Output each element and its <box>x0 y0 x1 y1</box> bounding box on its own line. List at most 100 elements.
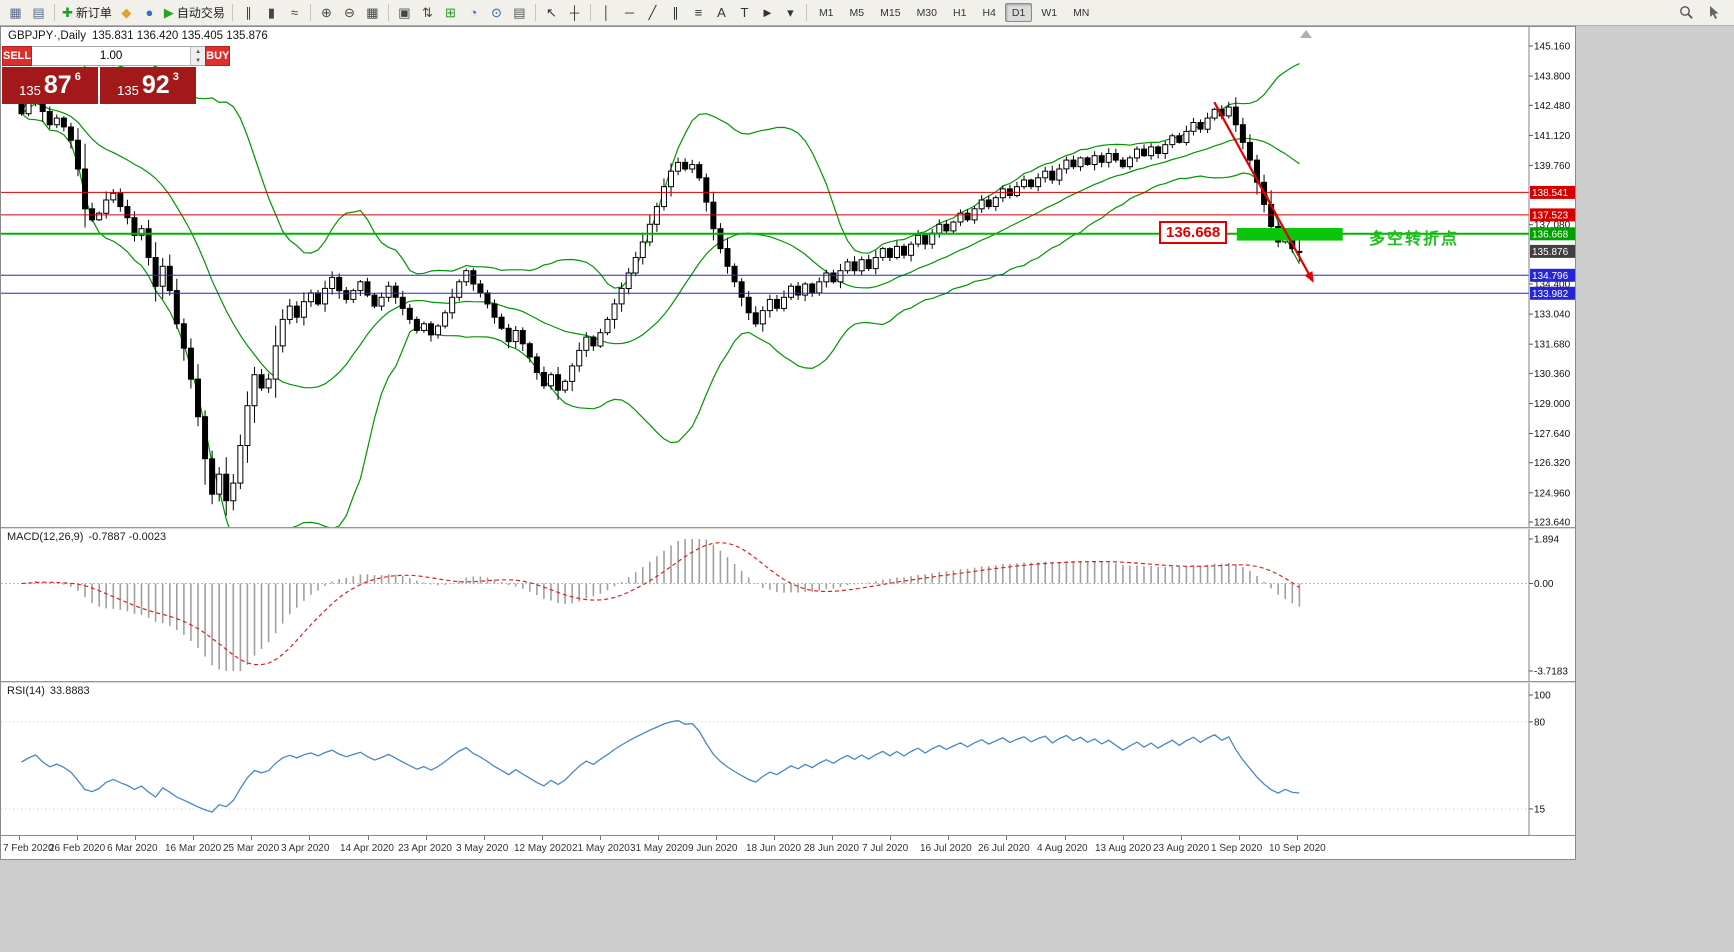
new-order-icon: ✚ <box>62 5 73 20</box>
volume-spin: ▲ ▼ <box>190 47 206 65</box>
text-tool-button[interactable]: A <box>710 2 733 23</box>
pointer-icon[interactable] <box>1702 2 1726 24</box>
sell-price-panel[interactable]: 135 87 6 <box>2 67 98 104</box>
label-tool-icon: T <box>740 5 749 20</box>
pane-resizer-rsi[interactable] <box>1 681 1575 683</box>
time-axis-label: 12 May 2020 <box>514 843 572 854</box>
crosshair-tool-button[interactable]: ┼ <box>563 2 586 23</box>
zone-text-label[interactable]: 多空转折点 <box>1369 231 1460 248</box>
time-axis-label: 7 Feb 2020 <box>3 843 54 854</box>
line-chart-button[interactable]: ≈ <box>283 2 306 23</box>
svg-text:130.360: 130.360 <box>1534 369 1571 380</box>
timeframe-M1[interactable]: M1 <box>812 3 841 22</box>
svg-text:136.668: 136.668 <box>1532 229 1569 240</box>
buy-price-base: 135 <box>117 83 139 98</box>
time-axis-tick <box>1123 836 1124 840</box>
charts-window-button[interactable]: ▦ <box>4 2 27 23</box>
time-axis-tick <box>716 836 717 840</box>
buy-price-panel[interactable]: 135 92 3 <box>100 67 196 104</box>
volume-down-icon[interactable]: ▼ <box>191 56 206 65</box>
chart-window[interactable]: 145.160 143.800 142.480 141.120 139.760 137.0… <box>0 26 1576 860</box>
autotrading-button-label: 自动交易 <box>176 5 225 20</box>
time-axis-tick <box>948 836 949 840</box>
toolbar-separator <box>231 4 233 21</box>
horizontal-line-tool-button[interactable]: ─ <box>618 2 641 23</box>
pane-resizer-macd[interactable] <box>1 527 1575 529</box>
chart-symbol-period: GBPJPY·,Daily <box>8 30 86 42</box>
zoom-out-button[interactable]: ⊖ <box>338 2 361 23</box>
toolbar-separator <box>805 4 807 21</box>
main-chart-canvas[interactable]: 145.160 143.800 142.480 141.120 139.760 137.0… <box>1 27 1575 527</box>
svg-text:145.160: 145.160 <box>1534 42 1571 53</box>
timeframe-W1[interactable]: W1 <box>1034 3 1064 22</box>
time-axis[interactable]: 7 Feb 2020 26 Feb 2020 6 Mar 2020 16 Mar 20… <box>1 835 1575 859</box>
arrange-windows-button[interactable]: ▣ <box>393 2 416 23</box>
tools-dropdown-icon: ▾ <box>787 5 794 20</box>
time-axis-label: 4 Aug 2020 <box>1037 843 1088 854</box>
autotrading-button[interactable]: ▶ 自动交易 <box>161 2 228 23</box>
fibonacci-tool-icon: ≡ <box>694 5 703 20</box>
cursor-tool-button[interactable]: ↖ <box>540 2 563 23</box>
macd-canvas[interactable]: 1.894 0.00 -3.7183 <box>1 529 1575 681</box>
buy-button[interactable]: BUY <box>205 46 231 66</box>
timeframe-H1[interactable]: H1 <box>946 3 973 22</box>
zoom-in-button[interactable]: ⊕ <box>315 2 338 23</box>
vertical-line-tool-button[interactable]: │ <box>595 2 618 23</box>
new-order-button[interactable]: ✚ 新订单 <box>59 2 115 23</box>
timeframe-M5[interactable]: M5 <box>843 3 872 22</box>
svg-text:131.680: 131.680 <box>1534 340 1571 351</box>
sell-price-pip: 6 <box>74 71 81 83</box>
channel-tool-button[interactable]: ∥ <box>664 2 687 23</box>
fibonacci-tool-button[interactable]: ≡ <box>687 2 710 23</box>
timeframe-M15[interactable]: M15 <box>873 3 907 22</box>
metaeditor-icon: ◆ <box>121 5 132 20</box>
profiles-button[interactable]: ▤ <box>27 2 50 23</box>
time-axis-tick <box>542 836 543 840</box>
volume-input[interactable] <box>32 47 191 65</box>
svg-text:-3.7183: -3.7183 <box>1534 667 1568 678</box>
time-axis-tick <box>658 836 659 840</box>
strategy-tester-icon: ● <box>145 5 154 20</box>
channel-tool-icon: ∥ <box>672 5 679 20</box>
metaeditor-button[interactable]: ◆ <box>115 2 138 23</box>
svg-text:80: 80 <box>1534 717 1546 728</box>
sell-button[interactable]: SELL <box>2 46 33 66</box>
search-icon[interactable] <box>1674 2 1698 24</box>
crosshair-tool-icon: ┼ <box>569 5 580 20</box>
volume-stepper: ▲ ▼ <box>32 46 206 66</box>
cascade-windows-icon: ⇅ <box>421 5 433 20</box>
time-axis-tick <box>600 836 601 840</box>
bar-chart-button[interactable]: ∥ <box>237 2 260 23</box>
rsi-pane[interactable]: 100 80 15 RSI(14) 33.8883 <box>1 683 1575 835</box>
timeframe-M30[interactable]: M30 <box>910 3 944 22</box>
trendline-tool-button[interactable]: ╱ <box>641 2 664 23</box>
time-axis-tick <box>426 836 427 840</box>
toolbar-separator <box>589 4 591 21</box>
period-clock-button[interactable]: ◔ <box>462 2 485 23</box>
templates-button[interactable]: ⊙ <box>485 2 508 23</box>
time-axis-tick <box>890 836 891 840</box>
candlestick-chart-button[interactable]: ▮ <box>260 2 283 23</box>
rsi-name: RSI(14) <box>7 685 45 697</box>
macd-pane[interactable]: 1.894 0.00 -3.7183 MACD(12,26,9) -0.7887 -0… <box>1 529 1575 681</box>
volume-up-icon[interactable]: ▲ <box>191 47 206 56</box>
timeframe-H4[interactable]: H4 <box>975 3 1002 22</box>
timeframe-D1[interactable]: D1 <box>1004 3 1033 22</box>
main-chart-pane[interactable]: 145.160 143.800 142.480 141.120 139.760 137.0… <box>1 27 1575 527</box>
strategy-tester-button[interactable]: ● <box>138 2 161 23</box>
tile-windows-button[interactable]: ▦ <box>361 2 384 23</box>
time-axis-label: 26 Feb 2020 <box>49 843 106 854</box>
tools-dropdown-button[interactable]: ▾ <box>779 2 802 23</box>
svg-text:124.960: 124.960 <box>1534 488 1571 499</box>
level-price-label[interactable]: 136.668 <box>1159 221 1228 244</box>
new-chart-button[interactable]: ⊞ <box>439 2 462 23</box>
autotrading-icon: ▶ <box>163 5 174 20</box>
svg-text:134.796: 134.796 <box>1532 271 1569 282</box>
rsi-canvas[interactable]: 100 80 15 <box>1 683 1575 835</box>
arrows-tool-button[interactable]: ► <box>756 2 779 23</box>
timeframe-MN[interactable]: MN <box>1066 3 1096 22</box>
indicator-list-button[interactable]: ▤ <box>508 2 531 23</box>
label-tool-button[interactable]: T <box>733 2 756 23</box>
cascade-windows-button[interactable]: ⇅ <box>416 2 439 23</box>
toolbar-separator <box>534 4 536 21</box>
